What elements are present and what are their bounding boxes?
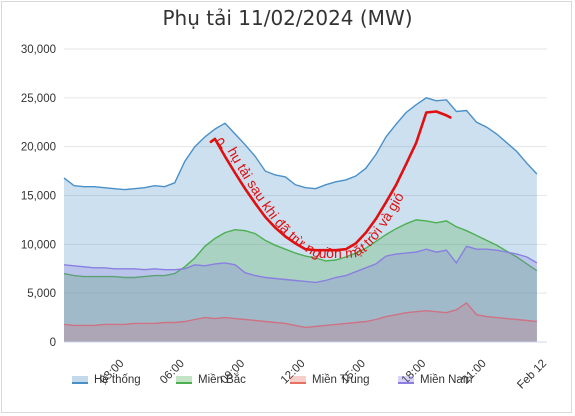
legend-item-3[interactable]: Miền Nam — [398, 374, 472, 386]
legend-item-0[interactable]: Hệ thống — [72, 374, 141, 386]
y-tick-label: 10,000 — [21, 239, 56, 251]
y-grid — [64, 48, 547, 343]
y-tick-label: 5,000 — [27, 288, 56, 300]
series-line-0 — [63, 97, 538, 191]
legend-label: Miền Bắc — [198, 374, 246, 386]
legend-item-2[interactable]: Miền Trung — [290, 374, 370, 386]
series-line-3 — [63, 245, 538, 284]
y-tick-label: 30,000 — [21, 44, 56, 56]
y-tick-label: 20,000 — [21, 142, 56, 154]
legend-swatch — [398, 376, 414, 384]
series-area-2 — [64, 302, 537, 342]
y-tick-label: 25,000 — [21, 93, 56, 105]
legend-label: Hệ thống — [94, 374, 141, 386]
series-area-3 — [64, 246, 537, 342]
legend-swatch — [290, 376, 306, 384]
legend-swatch — [176, 376, 192, 384]
legend-item-1[interactable]: Miền Bắc — [176, 374, 246, 386]
series-line-2 — [63, 301, 537, 329]
annotation-curve — [209, 110, 452, 252]
legend-label: Miền Trung — [312, 374, 370, 386]
chart-legend: Hệ thống Miền Bắc Miền Trung Miền Nam — [0, 374, 575, 396]
legend-swatch — [72, 376, 88, 384]
y-tick-label: 0 — [50, 337, 56, 349]
series-areas — [63, 97, 538, 342]
legend-label: Miền Nam — [420, 374, 473, 386]
series-line-1 — [63, 219, 538, 279]
chart-title: Phụ tải 11/02/2024 (MW) — [162, 6, 413, 30]
series-area-0 — [64, 97, 537, 342]
y-tick-label: 15,000 — [21, 191, 56, 203]
